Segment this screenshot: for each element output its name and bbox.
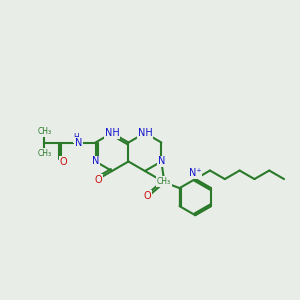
- Text: NH: NH: [137, 128, 152, 138]
- Text: CH₃: CH₃: [37, 127, 51, 136]
- Text: O: O: [143, 191, 151, 201]
- Text: N: N: [92, 157, 99, 166]
- Text: N: N: [158, 157, 165, 166]
- Text: CH₃: CH₃: [37, 149, 51, 158]
- Text: O: O: [59, 157, 67, 167]
- Text: CH₃: CH₃: [157, 177, 171, 186]
- Text: N: N: [75, 137, 82, 148]
- Text: N⁺: N⁺: [189, 168, 202, 178]
- Text: O: O: [94, 175, 102, 185]
- Text: H: H: [74, 133, 79, 142]
- Text: NH: NH: [105, 128, 119, 138]
